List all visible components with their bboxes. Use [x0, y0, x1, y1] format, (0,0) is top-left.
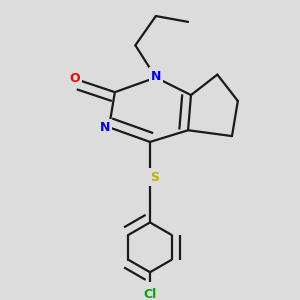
- Text: Cl: Cl: [143, 288, 157, 300]
- Text: N: N: [99, 121, 110, 134]
- Text: N: N: [151, 70, 161, 83]
- Text: S: S: [150, 171, 159, 184]
- Text: O: O: [69, 73, 80, 85]
